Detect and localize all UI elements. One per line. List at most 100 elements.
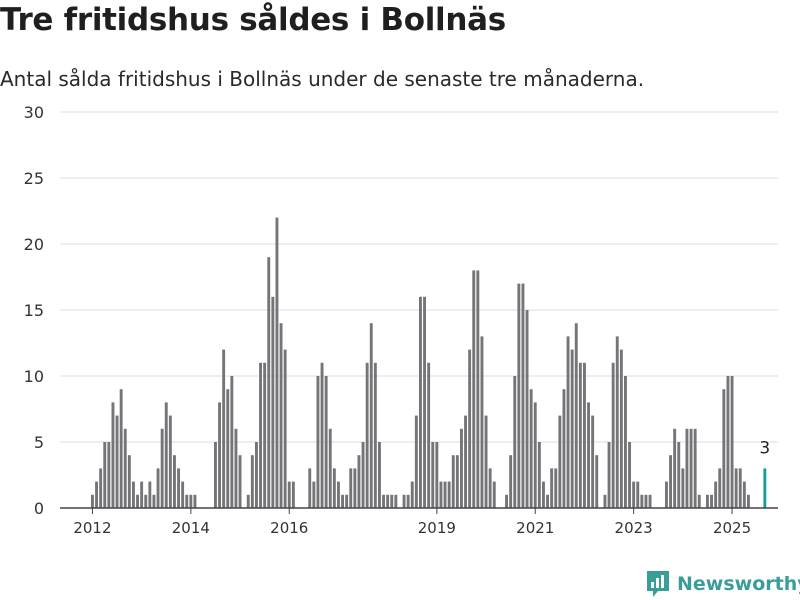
bar: [394, 494, 398, 508]
bar: [644, 494, 648, 508]
bar: [111, 402, 115, 508]
bar: [406, 494, 410, 508]
bar: [312, 481, 316, 508]
bar: [234, 428, 238, 508]
x-tick-label: 2023: [615, 519, 653, 537]
bar: [624, 376, 627, 508]
x-tick-label: 2025: [713, 519, 751, 537]
bar: [414, 415, 418, 508]
bar: [747, 494, 750, 508]
bar: [517, 283, 521, 508]
bar: [632, 481, 636, 508]
bar: [263, 362, 267, 508]
bar: [583, 362, 586, 508]
bar: [316, 376, 320, 508]
bar: [636, 481, 640, 508]
bar: [291, 481, 295, 508]
bar: [271, 296, 275, 508]
y-tick-label: 0: [34, 499, 44, 518]
x-axis-ticks: 2012 2014 2016 2019 2021 2023 2025: [73, 508, 751, 537]
bar: [132, 481, 135, 508]
bar: [681, 468, 685, 508]
bar: [160, 428, 164, 508]
bar: [595, 455, 599, 508]
bar: [529, 389, 533, 508]
latest-value-label: 3: [759, 438, 770, 458]
bar: [742, 481, 746, 508]
bar: [267, 257, 271, 508]
y-tick-label: 5: [34, 433, 44, 452]
y-tick-label: 20: [24, 235, 44, 254]
bar: [521, 283, 525, 508]
bar: [738, 468, 742, 508]
bar: [222, 349, 226, 508]
bar: [365, 362, 369, 508]
bar: [181, 481, 185, 508]
bar: [566, 336, 570, 508]
bar: [476, 270, 480, 508]
bar: [492, 481, 496, 508]
bar: [427, 362, 431, 508]
brand-logo: Newsworthy: [645, 568, 800, 600]
bar: [468, 349, 472, 508]
bar: [238, 455, 242, 508]
bar: [144, 494, 148, 508]
y-tick-label: 30: [24, 103, 44, 122]
bar: [693, 428, 697, 508]
bar: [390, 494, 394, 508]
bar: [578, 362, 582, 508]
bar: [443, 481, 447, 508]
bar: [665, 481, 668, 508]
bar: [123, 428, 127, 508]
bar: [103, 442, 107, 508]
bar: [533, 402, 537, 508]
bar: [439, 481, 443, 508]
bar: [361, 442, 365, 508]
bar: [255, 442, 258, 508]
bar: [107, 442, 111, 508]
bar: [615, 336, 619, 508]
bar: [119, 389, 123, 508]
bar: [382, 494, 385, 508]
y-tick-label: 10: [24, 367, 44, 386]
bar: [550, 468, 554, 508]
bars: [91, 217, 767, 508]
brand-name: Newsworthy: [677, 573, 800, 595]
bar: [341, 494, 344, 508]
bar: [275, 217, 279, 508]
bar: [373, 362, 377, 508]
bar: [677, 442, 681, 508]
bar: [472, 270, 476, 508]
bar: [435, 442, 439, 508]
bar: [451, 455, 455, 508]
bar: [378, 442, 381, 508]
bar: [91, 494, 94, 508]
bar: [484, 415, 488, 508]
bar: [488, 468, 492, 508]
bar: [537, 442, 541, 508]
bar: [505, 494, 508, 508]
bar: [250, 455, 254, 508]
bar: [193, 494, 197, 508]
bar: [730, 376, 734, 508]
bar: [386, 494, 390, 508]
bar: [734, 468, 738, 508]
bar: [619, 349, 623, 508]
bar: [574, 323, 578, 508]
bar: [480, 336, 484, 508]
bar: [156, 468, 160, 508]
bar: [714, 481, 718, 508]
x-tick-label: 2021: [516, 519, 554, 537]
x-tick-label: 2016: [270, 519, 308, 537]
bar: [726, 376, 730, 508]
bar: [447, 481, 451, 508]
bar: [136, 494, 139, 508]
bar: [464, 415, 467, 508]
bar: [337, 481, 340, 508]
bar: [320, 362, 324, 508]
bar: [140, 481, 144, 508]
bar: [455, 455, 459, 508]
bar: [542, 481, 545, 508]
bar: [328, 428, 332, 508]
bar: [513, 376, 517, 508]
